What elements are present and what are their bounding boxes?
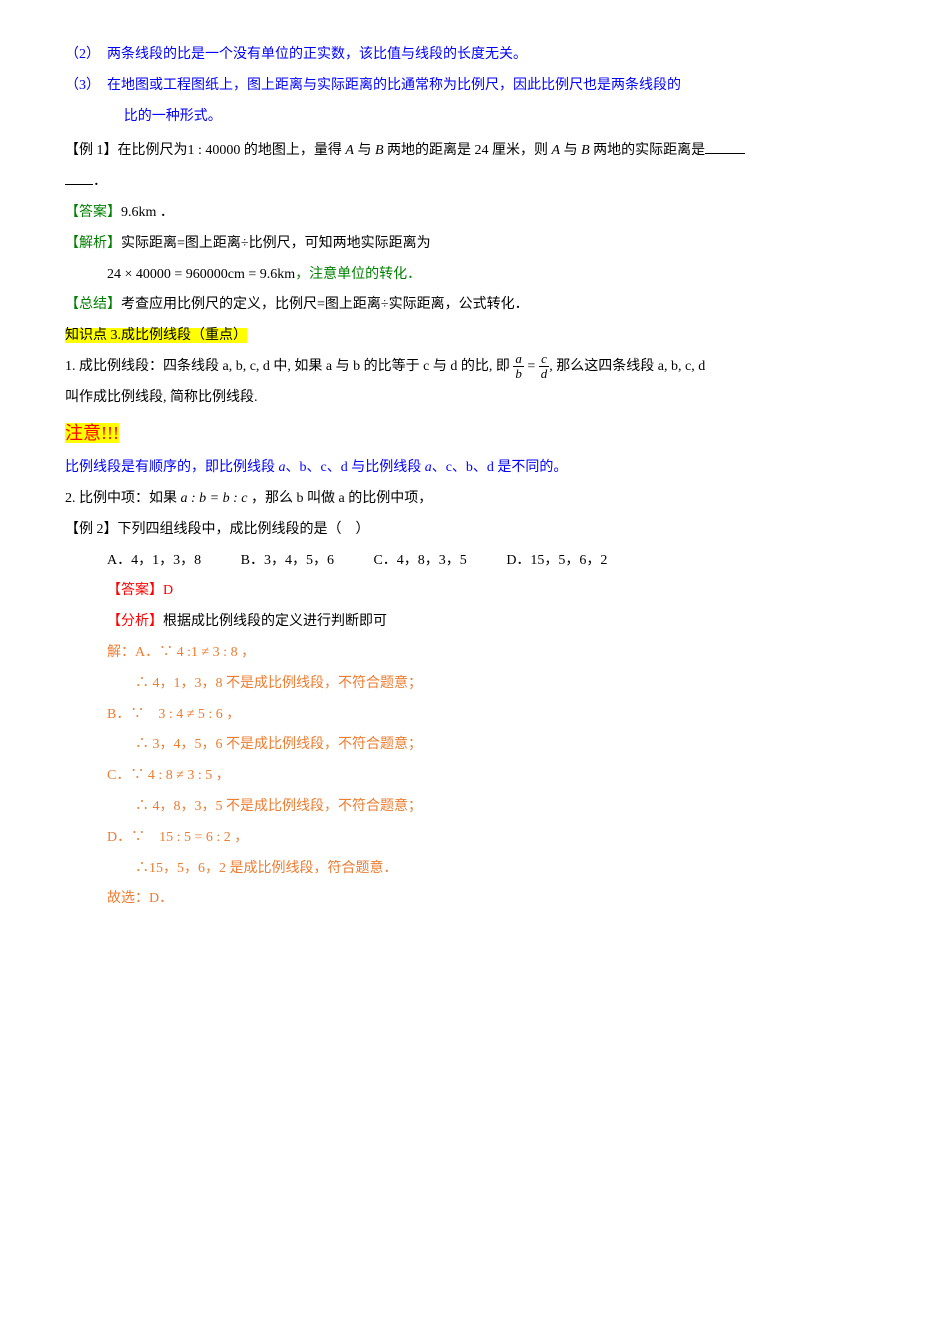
ex2-final: 故选：D． (107, 884, 885, 915)
opt-c: C．4，8，3，5 (373, 546, 466, 577)
ex1-summary: 【总结】考查应用比例尺的定义，比例尺=图上距离÷实际距离，公式转化． (65, 290, 885, 321)
ex2-sol-c2: ∴ 4，8，3，5 不是成比例线段，不符合题意； (135, 792, 885, 823)
ex1-c: 与 (354, 143, 375, 158)
ex2-sol-a1: 解：A．∵ 4 :1 ≠ 3 : 8 ， (107, 638, 885, 669)
ex2-sol-b1: B．∵ 3 : 4 ≠ 5 : 6 ， (107, 700, 885, 731)
prop-1a: 1. 成比例线段：四条线段 a, b, c, d 中, 如果 a 与 b 的比等… (65, 359, 510, 374)
order-note: 比例线段是有顺序的，即比例线段 a、b、c、d 与比例线段 a、c、b、d 是不… (65, 453, 885, 484)
ex2-sol-a2: ∴ 4，1，3，8 不是成比例线段，不符合题意； (135, 669, 885, 700)
frac-cd: cd (539, 352, 550, 382)
order-b: 、b、c、d 与比例线段 (286, 460, 425, 475)
ex1-d: 两地的距离是 24 厘米，则 (384, 143, 552, 158)
ex1-anal-text: 实际距离=图上距离÷比例尺，可知两地实际距离为 (121, 236, 431, 251)
ex1-ans-label: 【答案】 (65, 205, 121, 220)
ex2-anal-text: 根据成比例线段的定义进行判断即可 (163, 614, 387, 629)
blank-1 (705, 139, 745, 154)
ex1-A: A (345, 143, 354, 158)
order-a-var: a (279, 460, 286, 475)
order-a-var2: a (425, 460, 432, 475)
mean-pre: 2. 比例中项：如果 (65, 491, 181, 506)
mean-term: 2. 比例中项：如果 a : b = b : c ，那么 b 叫做 a 的比例中… (65, 484, 885, 515)
kp3-text: 知识点 3.成比例线段（重点） (65, 328, 247, 343)
ex2-sol-d2: ∴15，5，6，2 是成比例线段，符合题意． (135, 854, 885, 885)
frac-d: d (539, 367, 550, 381)
ex2-ans-label: 【答案】 (107, 583, 163, 598)
ex1-b: 的地图上，量得 (240, 143, 345, 158)
example-2-stem: 【例 2】下列四组线段中，成比例线段的是（ ） (65, 515, 885, 546)
opt-a: A．4，1，3，8 (107, 546, 201, 577)
example-1-stem: 【例 1】在比例尺为1 : 40000 的地图上，量得 A 与 B 两地的距离是… (65, 136, 885, 167)
ex2-sol-c1: C．∵ 4 : 8 ≠ 3 : 5 ， (107, 761, 885, 792)
ex2-anal-label: 【分析】 (107, 614, 163, 629)
prop-1b: , 那么这四条线段 a, b, c, d (549, 359, 705, 374)
mean-post: ，那么 b 叫做 a 的比例中项， (248, 491, 433, 506)
example-1-stem-line2: ． (65, 167, 885, 198)
ex1-sum-text: 考查应用比例尺的定义，比例尺=图上距离÷实际距离，公式转化． (121, 297, 529, 312)
warning: 注意!!! (65, 414, 885, 454)
ex2-sol-d1: D．∵ 15 : 5 = 6 : 2 ， (107, 823, 885, 854)
order-c: 、c、b、d 是不同的。 (432, 460, 568, 475)
ex1-B2: B (581, 143, 590, 158)
ex1-pre: 【例 1】在比例尺为 (65, 143, 188, 158)
ex1-ans: 9.6km ． (121, 205, 174, 220)
ex1-anal-label: 【解析】 (65, 236, 121, 251)
ex2-sol-b2: ∴ 3，4，5，6 不是成比例线段，不符合题意； (135, 730, 885, 761)
ex1-B: B (375, 143, 384, 158)
example-2-options: A．4，1，3，8 B．3，4，5，6 C．4，8，3，5 D．15，5，6，2 (65, 546, 885, 577)
ex1-c2: 与 (560, 143, 581, 158)
note-3a: （3） 在地图或工程图纸上，图上距离与实际距离的比通常称为比例尺，因此比例尺也是… (65, 71, 885, 102)
ex1-A2: A (552, 143, 561, 158)
frac-ab: ab (513, 352, 524, 382)
order-a: 比例线段是有顺序的，即比例线段 (65, 460, 279, 475)
note-3b: 比的一种形式。 (65, 102, 885, 133)
ex1-calc-tail: ，注意单位的转化． (295, 267, 421, 282)
ex1-e: 两地的实际距离是 (590, 143, 706, 158)
prop-1c: 叫作成比例线段, 简称比例线段. (65, 383, 885, 414)
ex2-analysis: 【分析】根据成比例线段的定义进行判断即可 (107, 607, 885, 638)
ex1-sum-label: 【总结】 (65, 297, 121, 312)
ex1-period: ． (93, 174, 107, 189)
warning-text: 注意!!! (65, 423, 119, 443)
frac-b: b (513, 367, 524, 381)
opt-d: D．15，5，6，2 (506, 546, 607, 577)
ex1-analysis: 【解析】实际距离=图上距离÷比例尺，可知两地实际距离为 (65, 229, 885, 260)
ex2-ans: D (163, 583, 173, 598)
mean-expr: a : b = b : c (181, 491, 248, 506)
note-2: （2） 两条线段的比是一个没有单位的正实数，该比值与线段的长度无关。 (65, 40, 885, 71)
prop-1: 1. 成比例线段：四条线段 a, b, c, d 中, 如果 a 与 b 的比等… (65, 352, 885, 383)
frac-a: a (513, 352, 524, 367)
kp3-heading: 知识点 3.成比例线段（重点） (65, 321, 885, 352)
ex1-calc: 24 × 40000 = 960000cm = 9.6km，注意单位的转化． (65, 260, 885, 291)
frac-c: c (539, 352, 550, 367)
blank-2 (65, 170, 93, 185)
ex1-ratio: 1 : 40000 (188, 143, 241, 158)
opt-b: B．3，4，5，6 (241, 546, 334, 577)
ex2-answer: 【答案】D (107, 576, 885, 607)
ex1-answer: 【答案】9.6km ． (65, 198, 885, 229)
ex1-calc-expr: 24 × 40000 = 960000cm = 9.6km (107, 267, 295, 282)
